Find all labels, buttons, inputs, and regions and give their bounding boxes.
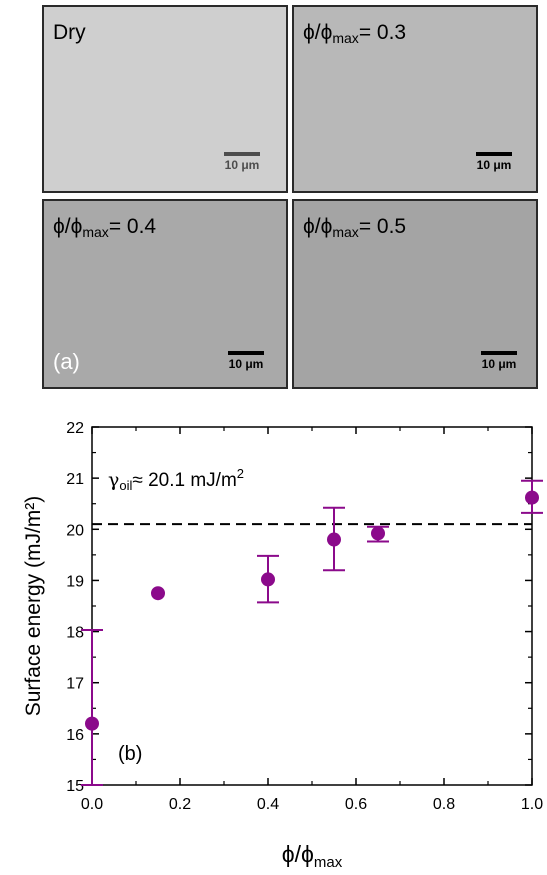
data-point xyxy=(85,716,99,731)
data-point xyxy=(327,532,341,547)
surface-energy-chart: 0.0 0.2 0.4 0.6 0.8 1.0 15 16 17 18 19 20 21 22 γoil≈… xyxy=(22,420,543,871)
panel-label-dry: Dry xyxy=(53,21,86,44)
x-tick-label: 1.0 xyxy=(521,796,543,813)
y-tick-label: 16 xyxy=(66,727,84,744)
scale-bar-0.4: 10 μm xyxy=(226,351,266,371)
y-tick-label: 18 xyxy=(66,625,84,642)
scale-bar-dry: 10 μm xyxy=(222,152,262,172)
scale-bar-0.3: 10 μm xyxy=(474,152,514,172)
data-point xyxy=(525,490,539,505)
micrograph-0.3: ϕ/ϕmax= 0.3 10 μm xyxy=(292,5,538,193)
panel-tag-b: (b) xyxy=(118,743,142,765)
x-tick-label: 0.8 xyxy=(433,796,455,813)
panel-label-0.3: ϕ/ϕmax= 0.3 xyxy=(303,21,407,46)
micrograph-dry: Dry 10 μm xyxy=(42,5,288,193)
panel-label-0.4: ϕ/ϕmax= 0.4 xyxy=(53,215,157,240)
x-tick-label: 0.2 xyxy=(169,796,191,813)
gamma-oil-annotation: γoil≈ 20.1 mJ/m2 xyxy=(108,466,244,493)
y-tick-label: 15 xyxy=(66,778,84,795)
x-tick-label: 0.6 xyxy=(345,796,367,813)
y-tick-label: 17 xyxy=(66,676,84,693)
x-axis-label: ϕ/ϕmax xyxy=(282,841,343,871)
panel-label-0.5: ϕ/ϕmax= 0.5 xyxy=(303,215,407,240)
scale-bar-0.5: 10 μm xyxy=(479,351,519,371)
micrograph-0.5: ϕ/ϕmax= 0.5 10 μm xyxy=(292,199,538,389)
micrograph-0.4: ϕ/ϕmax= 0.4 (a) 10 μm xyxy=(42,199,288,389)
x-tick-label: 0.0 xyxy=(81,796,103,813)
y-tick-label: 19 xyxy=(66,573,84,590)
data-point xyxy=(371,526,385,541)
y-axis-label: Surface energy (mJ/m²) xyxy=(22,496,45,717)
x-tick-label: 0.4 xyxy=(257,796,279,813)
y-tick-label: 20 xyxy=(66,522,84,539)
y-tick-label: 22 xyxy=(66,420,84,437)
panel-tag-a: (a) xyxy=(53,349,80,374)
data-point xyxy=(151,586,165,601)
data-point xyxy=(261,572,275,587)
y-tick-label: 21 xyxy=(66,471,84,488)
